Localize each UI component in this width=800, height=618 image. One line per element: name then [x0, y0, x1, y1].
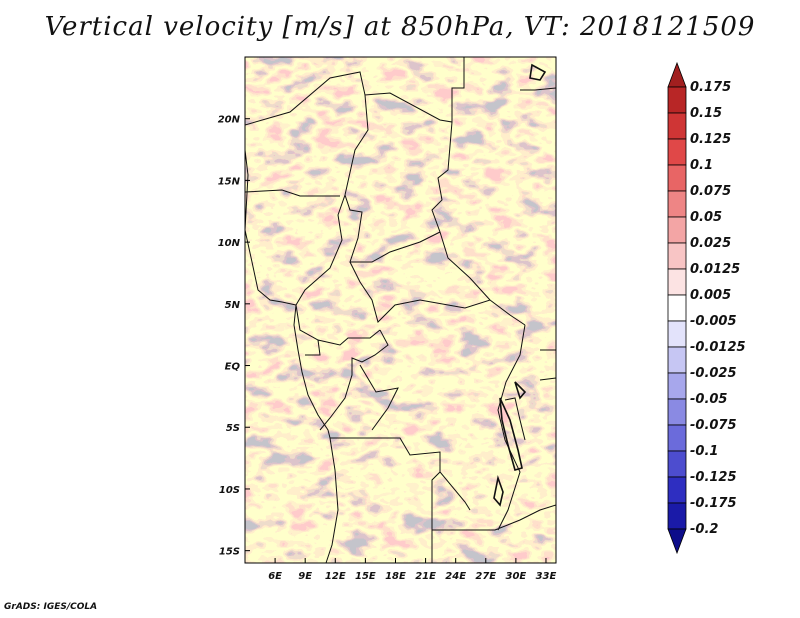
- colorbar: 0.175 0.15 0.125 0.1 0.075 0.05 0.025 0.0125 0.0…: [667, 61, 746, 555]
- colorbar-swatch: [667, 398, 687, 426]
- map-title: Vertical velocity [m/s] at 850hPa, VT: 2…: [44, 12, 756, 42]
- colorbar-swatch: [667, 372, 687, 400]
- colorbar-label: -0.2: [690, 522, 718, 537]
- grads-credit: GrADS: IGES/COLA: [4, 602, 98, 612]
- colorbar-label: -0.005: [690, 314, 737, 329]
- colorbar-swatch: [667, 138, 687, 166]
- colorbar-label: 0.125: [690, 132, 731, 147]
- colorbar-label: -0.0125: [690, 340, 746, 355]
- country-border-lines: [245, 57, 556, 563]
- colorbar-label: 0.15: [690, 106, 722, 121]
- lat-tick-label: 15S: [219, 547, 240, 558]
- colorbar-label: -0.1: [690, 444, 718, 459]
- colorbar-swatch: [667, 86, 687, 114]
- lon-tick-label: 21E: [415, 571, 436, 582]
- colorbar-label: 0.075: [690, 184, 731, 199]
- colorbar-bottom-arrow: [667, 528, 687, 555]
- colorbar-label: 0.0125: [690, 262, 740, 277]
- lat-tick-label: 5S: [226, 423, 240, 434]
- colorbar-swatch: [667, 320, 687, 348]
- colorbar-swatch: [667, 190, 687, 218]
- lat-tick-label: EQ: [225, 362, 241, 373]
- colorbar-label: 0.05: [690, 210, 722, 225]
- lon-axis: 6E 9E 12E 15E 18E 21E 24E 27E 30E 33E: [268, 558, 557, 582]
- lat-tick-label: 10S: [219, 485, 240, 496]
- lon-tick-label: 18E: [385, 571, 406, 582]
- lon-tick-label: 33E: [536, 571, 557, 582]
- map-frame: [244, 56, 557, 564]
- colorbar-label: 0.025: [690, 236, 731, 251]
- colorbar-label: -0.05: [690, 392, 727, 407]
- colorbar-swatch: [667, 112, 687, 140]
- colorbar-swatch: [667, 476, 687, 504]
- colorbar-label: -0.125: [690, 470, 737, 485]
- colorbar-swatch: [667, 424, 687, 452]
- colorbar-label: 0.175: [690, 80, 731, 95]
- colorbar-swatch: [667, 450, 687, 478]
- lon-tick-label: 30E: [505, 571, 526, 582]
- lat-tick-label: 10N: [218, 238, 241, 249]
- colorbar-label: -0.175: [690, 496, 737, 511]
- colorbar-swatch: [667, 502, 687, 530]
- country-borders: [245, 57, 556, 563]
- lat-axis: 20N 15N 10N 5N EQ 5S 10S 15S: [218, 115, 250, 558]
- colorbar-swatch: [667, 294, 687, 322]
- lon-tick-label: 24E: [445, 571, 466, 582]
- lon-tick-label: 12E: [325, 571, 346, 582]
- colorbar-swatch: [667, 216, 687, 244]
- colorbar-label: 0.1: [690, 158, 713, 173]
- lon-tick-label: 15E: [355, 571, 376, 582]
- colorbar-swatch: [667, 346, 687, 374]
- colorbar-label: 0.005: [690, 288, 731, 303]
- lat-tick-label: 5N: [225, 300, 241, 311]
- colorbar-swatch: [667, 268, 687, 296]
- lon-tick-label: 27E: [475, 571, 496, 582]
- colorbar-swatch: [667, 242, 687, 270]
- lon-tick-label: 6E: [268, 571, 282, 582]
- map-plot-area: 20N 15N 10N 5N EQ 5S 10S 15S 6E 9E 12E 15E 18E 21E 24…: [218, 56, 557, 582]
- lake-outlines: [493, 63, 547, 507]
- lat-tick-label: 15N: [218, 176, 241, 187]
- colorbar-label: -0.075: [690, 418, 737, 433]
- colorbar-top-arrow: [667, 61, 687, 88]
- colorbar-swatch: [667, 164, 687, 192]
- lat-tick-label: 20N: [218, 115, 241, 126]
- coastline: [245, 149, 339, 563]
- lon-tick-label: 9E: [298, 571, 312, 582]
- velocity-field: [245, 57, 556, 563]
- colorbar-label: -0.025: [690, 366, 737, 381]
